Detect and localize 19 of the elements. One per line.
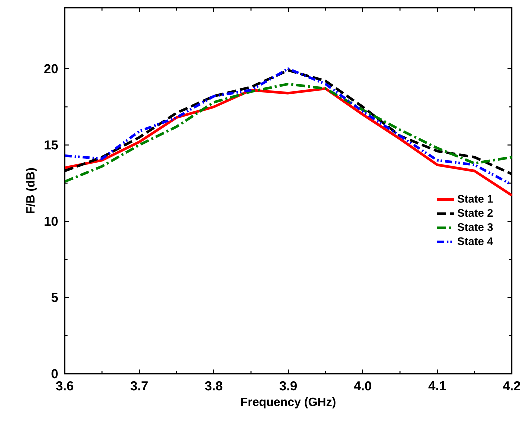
x-tick-label: 3.8 — [205, 382, 223, 391]
y-tick-label: 10 — [44, 216, 58, 226]
x-tick-label: 4.2 — [503, 382, 520, 391]
x-tick-label: 3.6 — [56, 382, 74, 391]
y-tick-label: 0 — [52, 369, 58, 379]
legend-label: State 2 — [458, 209, 493, 218]
y-tick-label: 5 — [52, 293, 58, 302]
legend-label: State 3 — [458, 223, 494, 232]
legend-label: State 4 — [458, 238, 494, 246]
y-tick-label: 15 — [44, 140, 58, 150]
x-axis-title: Frequency (GHz) — [241, 398, 336, 409]
y-tick-label: 20 — [44, 64, 58, 74]
x-tick-label: 4.1 — [428, 382, 446, 390]
y-axis-title: F/B (dB) — [26, 168, 38, 214]
x-tick-label: 3.7 — [130, 382, 148, 391]
x-tick-label: 3.9 — [280, 382, 298, 391]
legend-label: State 1 — [458, 195, 494, 203]
line-series — [65, 82, 512, 184]
x-tick-label: 4.0 — [354, 382, 372, 391]
